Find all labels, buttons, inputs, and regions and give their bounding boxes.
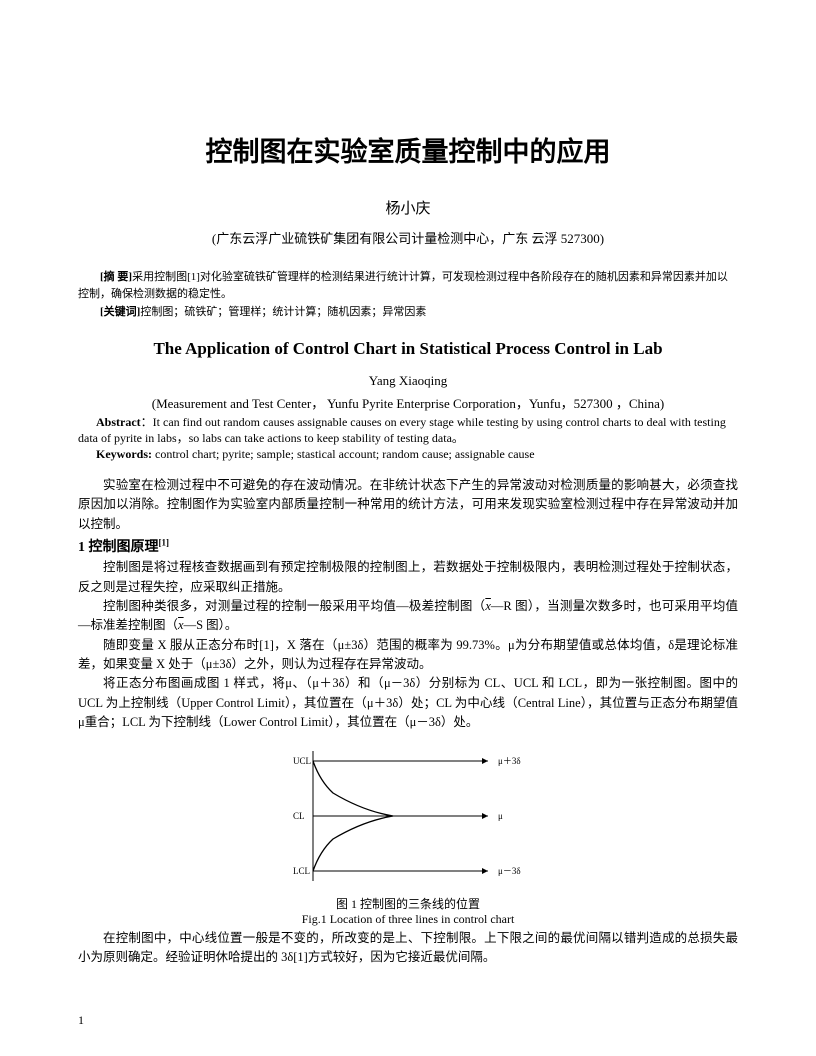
paragraph-3: 随即变量 X 服从正态分布时[1]，X 落在（μ±3δ）范围的概率为 99.73… <box>78 636 738 675</box>
keywords-en-text: control chart; pyrite; sample; stastical… <box>152 447 535 461</box>
ucl-label: UCL <box>293 756 311 766</box>
figure-1-caption-en: Fig.1 Location of three lines in control… <box>78 912 738 927</box>
abstract-cn-text: 采用控制图[1]对化验室硫铁矿管理样的检测结果进行统计计算，可发现检测过程中各阶… <box>78 271 728 300</box>
lcl-label: LCL <box>293 866 310 876</box>
title-en: The Application of Control Chart in Stat… <box>78 339 738 359</box>
figure-1-caption-cn: 图 1 控制图的三条线的位置 <box>78 895 738 912</box>
intro-paragraph: 实验室在检测过程中不可避免的存在波动情况。在非统计状态下产生的异常波动对检测质量… <box>78 476 738 534</box>
para2-c: —S 图）。 <box>184 618 238 632</box>
paragraph-4: 将正态分布图画成图 1 样式，将μ、（μ＋3δ）和（μ－3δ）分别标为 CL、U… <box>78 674 738 732</box>
para2-a: 控制图种类很多，对测量过程的控制一般采用平均值—极差控制图（ <box>103 599 485 613</box>
figure-1: UCL CL LCL μ＋3δ μ μ－3δ <box>258 741 558 891</box>
paragraph-5: 在控制图中，中心线位置一般是不变的，所改变的是上、下控制限。上下限之间的最优间隔… <box>78 929 738 968</box>
section-1-heading-text: 1 控制图原理 <box>78 540 159 555</box>
paragraph-2: 控制图种类很多，对测量过程的控制一般采用平均值—极差控制图（x—R 图），当测量… <box>78 597 738 636</box>
mu-label: μ <box>498 811 503 821</box>
author-cn: 杨小庆 <box>78 197 738 218</box>
keywords-en-label: Keywords: <box>96 447 152 461</box>
cl-label: CL <box>293 811 305 821</box>
title-cn: 控制图在实验室质量控制中的应用 <box>78 130 738 169</box>
abstract-en: Abstract：It can find out random causes a… <box>78 414 738 446</box>
page-number: 1 <box>78 1013 84 1028</box>
abstract-en-label: Abstract <box>96 415 141 429</box>
keywords-cn: [关键词]控制图；硫铁矿；管理样；统计计算；随机因素；异常因素 <box>78 304 738 321</box>
abstract-cn-label: [摘 要] <box>100 271 132 283</box>
abstract-cn: [摘 要]采用控制图[1]对化验室硫铁矿管理样的检测结果进行统计计算，可发现检测… <box>78 269 738 302</box>
section-1-heading: 1 控制图原理[1] <box>78 536 738 556</box>
section-1-ref: [1] <box>159 538 170 548</box>
paragraph-1: 控制图是将过程核查数据画到有预定控制极限的控制图上，若数据处于控制极限内，表明检… <box>78 558 738 597</box>
affiliation-en: (Measurement and Test Center， Yunfu Pyri… <box>78 393 738 412</box>
keywords-en: Keywords: control chart; pyrite; sample;… <box>78 446 738 462</box>
mu-minus-label: μ－3δ <box>498 866 521 876</box>
author-en: Yang Xiaoqing <box>78 373 738 389</box>
affiliation-cn: (广东云浮广业硫铁矿集团有限公司计量检测中心，广东 云浮 527300) <box>78 228 738 247</box>
keywords-cn-label: [关键词] <box>100 306 140 318</box>
abstract-en-text: ：It can find out random causes assignabl… <box>78 415 726 445</box>
keywords-cn-text: 控制图；硫铁矿；管理样；统计计算；随机因素；异常因素 <box>140 306 426 318</box>
mu-plus-label: μ＋3δ <box>498 756 521 766</box>
